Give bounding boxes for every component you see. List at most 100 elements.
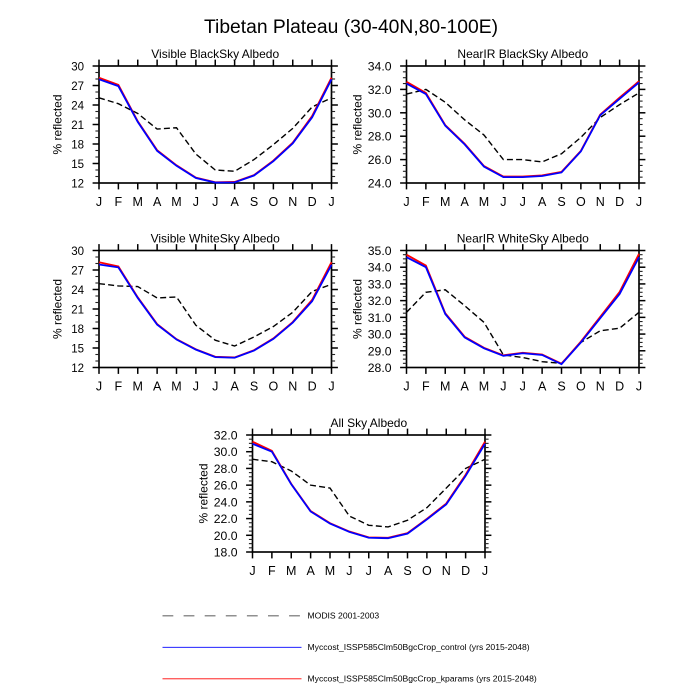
svg-text:F: F <box>115 380 123 394</box>
svg-text:S: S <box>557 380 565 394</box>
svg-text:27: 27 <box>71 266 84 278</box>
svg-text:31.0: 31.0 <box>368 311 392 325</box>
svg-text:O: O <box>576 380 586 394</box>
svg-text:J: J <box>500 380 506 394</box>
svg-text:All Sky Albedo: All Sky Albedo <box>330 416 407 430</box>
svg-text:J: J <box>500 195 506 209</box>
svg-text:Tibetan Plateau (30-40N,80-100: Tibetan Plateau (30-40N,80-100E) <box>204 17 498 38</box>
svg-text:18: 18 <box>71 324 84 336</box>
svg-text:28.0: 28.0 <box>368 130 392 144</box>
svg-text:J: J <box>520 195 526 209</box>
svg-text:30.0: 30.0 <box>368 328 392 342</box>
svg-text:J: J <box>328 195 334 209</box>
svg-text:J: J <box>193 195 199 209</box>
svg-text:% reflected: % reflected <box>351 279 365 339</box>
svg-text:D: D <box>308 195 317 209</box>
svg-text:M: M <box>171 195 181 209</box>
svg-text:20.0: 20.0 <box>214 529 238 543</box>
svg-text:M: M <box>440 195 450 209</box>
svg-text:O: O <box>269 195 279 209</box>
svg-text:% reflected: % reflected <box>51 94 65 154</box>
svg-text:34.0: 34.0 <box>368 60 392 74</box>
svg-text:MODIS 2001-2003: MODIS 2001-2003 <box>308 610 380 620</box>
svg-text:M: M <box>133 380 143 394</box>
svg-text:NearIR BlackSky Albedo: NearIR BlackSky Albedo <box>457 47 588 61</box>
svg-text:30: 30 <box>71 62 84 74</box>
svg-text:12: 12 <box>71 179 84 191</box>
svg-text:Visible WhiteSky Albedo: Visible WhiteSky Albedo <box>151 231 281 245</box>
svg-text:24.0: 24.0 <box>214 495 238 509</box>
svg-text:J: J <box>636 380 642 394</box>
svg-text:S: S <box>403 564 411 578</box>
svg-text:% reflected: % reflected <box>351 94 365 154</box>
svg-text:Visible BlackSky Albedo: Visible BlackSky Albedo <box>151 47 279 61</box>
svg-text:NearIR WhiteSky Albedo: NearIR WhiteSky Albedo <box>457 231 589 245</box>
svg-text:15: 15 <box>71 159 84 171</box>
svg-text:F: F <box>268 564 276 578</box>
svg-text:D: D <box>615 380 624 394</box>
svg-text:S: S <box>250 195 258 209</box>
svg-text:N: N <box>442 564 451 578</box>
svg-text:21: 21 <box>71 305 84 317</box>
svg-text:N: N <box>288 195 297 209</box>
svg-text:28.0: 28.0 <box>368 361 392 375</box>
svg-text:26.0: 26.0 <box>214 479 238 493</box>
svg-text:S: S <box>250 380 258 394</box>
svg-text:A: A <box>538 380 547 394</box>
svg-text:26.0: 26.0 <box>368 153 392 167</box>
svg-text:A: A <box>153 380 162 394</box>
svg-text:24.0: 24.0 <box>368 177 392 191</box>
svg-text:30.0: 30.0 <box>368 106 392 120</box>
svg-text:N: N <box>596 195 605 209</box>
svg-text:M: M <box>325 564 335 578</box>
svg-text:J: J <box>328 380 334 394</box>
svg-text:33.0: 33.0 <box>368 277 392 291</box>
svg-text:12: 12 <box>71 363 84 375</box>
svg-text:O: O <box>269 380 279 394</box>
svg-text:A: A <box>384 564 393 578</box>
svg-text:J: J <box>249 564 255 578</box>
svg-text:J: J <box>346 564 352 578</box>
svg-text:28.0: 28.0 <box>214 462 238 476</box>
svg-text:J: J <box>212 380 218 394</box>
svg-text:M: M <box>479 195 489 209</box>
svg-text:J: J <box>482 564 488 578</box>
svg-text:O: O <box>422 564 432 578</box>
svg-text:32.0: 32.0 <box>368 294 392 308</box>
svg-text:J: J <box>193 380 199 394</box>
svg-text:M: M <box>479 380 489 394</box>
svg-text:M: M <box>440 380 450 394</box>
svg-text:M: M <box>133 195 143 209</box>
svg-text:A: A <box>153 195 162 209</box>
svg-text:D: D <box>615 195 624 209</box>
svg-text:J: J <box>520 380 526 394</box>
svg-text:15: 15 <box>71 344 84 356</box>
svg-text:F: F <box>422 195 430 209</box>
svg-text:27: 27 <box>71 81 84 93</box>
svg-text:% reflected: % reflected <box>51 279 65 339</box>
svg-text:D: D <box>461 564 470 578</box>
svg-text:A: A <box>230 380 239 394</box>
svg-text:22.0: 22.0 <box>214 512 238 526</box>
svg-text:J: J <box>403 380 409 394</box>
svg-text:S: S <box>557 195 565 209</box>
svg-text:Myccost_ISSP585Clm50BgcCrop_co: Myccost_ISSP585Clm50BgcCrop_control (yrs… <box>308 642 530 652</box>
svg-text:A: A <box>460 380 469 394</box>
svg-text:J: J <box>96 195 102 209</box>
svg-text:35.0: 35.0 <box>368 244 392 258</box>
svg-text:D: D <box>308 380 317 394</box>
svg-text:% reflected: % reflected <box>197 463 211 523</box>
svg-text:Myccost_ISSP585Clm50BgcCrop_kp: Myccost_ISSP585Clm50BgcCrop_kparams (yrs… <box>308 673 537 683</box>
svg-text:A: A <box>230 195 239 209</box>
svg-text:O: O <box>576 195 586 209</box>
svg-text:18.0: 18.0 <box>214 546 238 560</box>
svg-text:A: A <box>538 195 547 209</box>
svg-text:J: J <box>212 195 218 209</box>
svg-text:29.0: 29.0 <box>368 344 392 358</box>
svg-text:M: M <box>286 564 296 578</box>
svg-text:32.0: 32.0 <box>368 83 392 97</box>
svg-text:30: 30 <box>71 246 84 258</box>
svg-text:30.0: 30.0 <box>214 445 238 459</box>
svg-text:J: J <box>366 564 372 578</box>
svg-text:F: F <box>422 380 430 394</box>
